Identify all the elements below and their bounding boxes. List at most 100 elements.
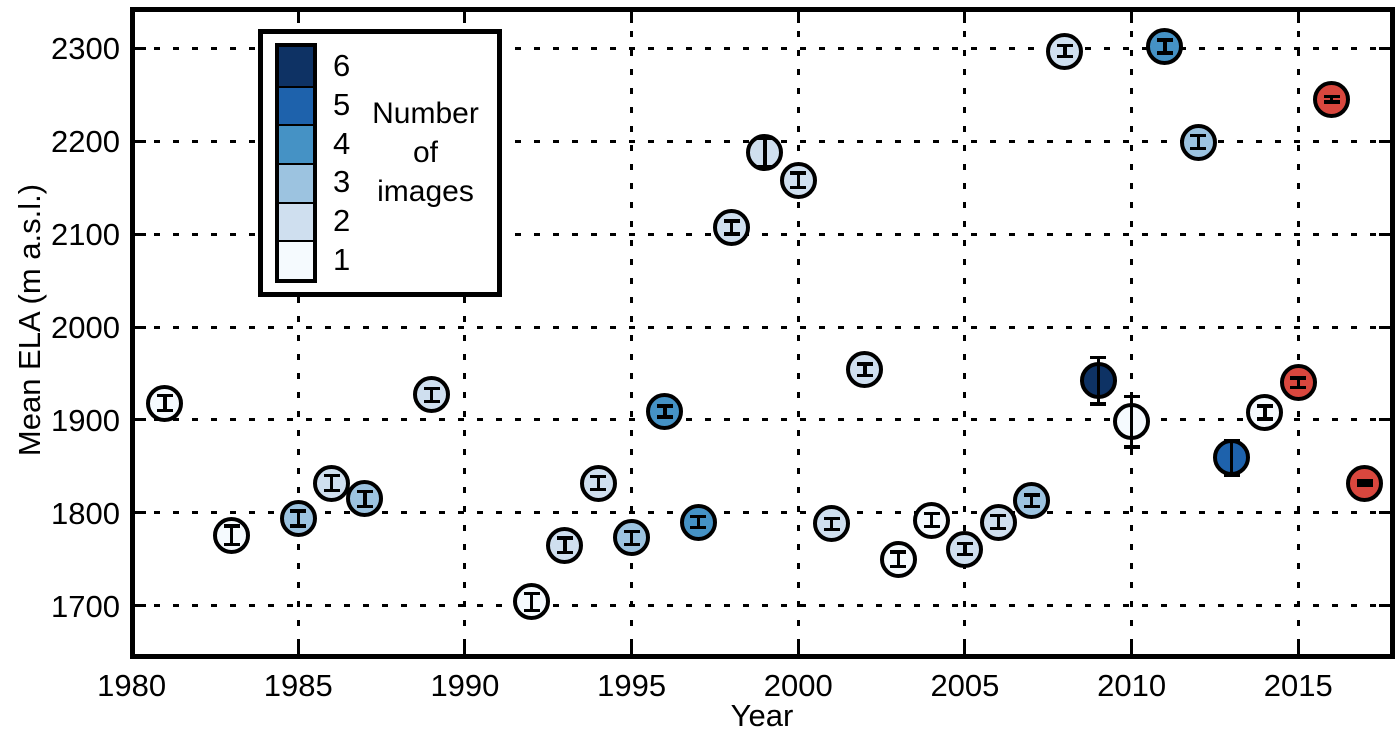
gridline-x-2010 xyxy=(1130,12,1134,654)
error-cap-high-2013 xyxy=(1223,438,1240,443)
plot-area xyxy=(130,7,1395,659)
right-tick-1700 xyxy=(1379,604,1390,608)
right-tick-2000 xyxy=(1379,325,1390,329)
error-cap-low-2010 xyxy=(1123,445,1140,449)
top-tick-2010 xyxy=(1130,12,1134,23)
x-tick-label-1995: 1995 xyxy=(597,668,667,703)
legend-number-2: 2 xyxy=(333,203,351,238)
data-point-2007 xyxy=(1013,482,1051,520)
gridline-y-2300 xyxy=(135,46,1390,50)
error-cap-low-1999 xyxy=(756,164,773,169)
data-point-1995 xyxy=(613,519,651,557)
data-point-1999 xyxy=(746,133,784,171)
y-tick-label-2100: 2100 xyxy=(51,217,120,253)
error-cap-low-1997 xyxy=(690,525,707,530)
error-cap-high-1981 xyxy=(156,393,173,398)
error-bar-1989 xyxy=(429,388,434,402)
x-tick-label-2005: 2005 xyxy=(930,668,1000,703)
gridline-y-1800 xyxy=(135,511,1390,515)
error-bar-2007 xyxy=(1029,495,1034,507)
marker-circle-1995 xyxy=(613,519,651,557)
left-tick-2000 xyxy=(135,325,146,329)
error-bar-1998 xyxy=(729,221,734,235)
error-bar-1985 xyxy=(296,510,300,526)
left-tick-1800 xyxy=(135,511,146,515)
data-point-2003 xyxy=(879,540,917,578)
error-bar-2004 xyxy=(929,513,934,527)
error-cap-high-1995 xyxy=(623,529,640,534)
y-tick-label-2300: 2300 xyxy=(51,31,120,67)
error-bar-1997 xyxy=(696,516,700,528)
legend-number-1: 1 xyxy=(333,241,351,277)
data-point-2015 xyxy=(1279,364,1317,402)
bottom-tick-1995 xyxy=(630,643,634,654)
error-cap-high-2011 xyxy=(1156,38,1173,42)
data-point-1994 xyxy=(579,464,617,502)
y-tick-label-2200: 2200 xyxy=(51,124,120,160)
data-point-2005 xyxy=(946,530,984,568)
bottom-tick-2005 xyxy=(963,643,967,654)
error-cap-low-2009 xyxy=(1090,402,1107,406)
gridline-y-1900 xyxy=(135,418,1390,422)
data-point-1986 xyxy=(313,464,351,502)
error-cap-high-1996 xyxy=(656,404,673,408)
x-axis-title: Year xyxy=(730,698,794,733)
legend-title-line-3: images xyxy=(377,175,474,208)
x-tick-label-1990: 1990 xyxy=(430,668,500,703)
error-cap-high-2008 xyxy=(1056,43,1073,48)
legend-title-line-2: of xyxy=(412,136,439,169)
error-cap-high-1998 xyxy=(723,219,740,223)
bottom-tick-2000 xyxy=(796,643,800,654)
marker-circle-1986 xyxy=(313,464,351,502)
error-cap-high-2004 xyxy=(923,511,940,516)
top-tick-2000 xyxy=(796,12,800,23)
error-cap-low-2004 xyxy=(923,524,940,529)
marker-circle-2001 xyxy=(813,505,851,543)
marker-circle-2002 xyxy=(846,351,884,389)
top-tick-2005 xyxy=(963,12,967,23)
error-bar-2014 xyxy=(1263,405,1267,419)
error-cap-high-2003 xyxy=(890,550,907,554)
gridline-x-2000 xyxy=(796,12,800,654)
error-cap-low-1983 xyxy=(223,542,240,547)
colorbar-segment-1 xyxy=(279,240,313,279)
marker-circle-2003 xyxy=(879,540,917,578)
gridline-y-1700 xyxy=(135,604,1390,608)
data-point-1997 xyxy=(679,503,717,541)
error-bar-1987 xyxy=(363,491,367,507)
data-point-1987 xyxy=(346,480,384,518)
error-cap-high-2016 xyxy=(1323,94,1340,99)
error-bar-2006 xyxy=(996,515,1000,529)
data-point-2010 xyxy=(1113,394,1151,449)
data-point-1992 xyxy=(513,583,551,621)
colorbar-segment-6 xyxy=(279,47,313,86)
error-cap-low-2005 xyxy=(956,552,973,557)
marker-circle-1994 xyxy=(579,464,617,502)
data-point-2012 xyxy=(1179,123,1217,161)
y-tick-label-1900: 1900 xyxy=(51,402,120,438)
right-tick-2300 xyxy=(1379,46,1390,50)
error-cap-high-1999 xyxy=(756,136,773,141)
error-cap-low-2001 xyxy=(823,527,840,532)
data-point-1996 xyxy=(646,393,684,431)
gridline-y-2000 xyxy=(135,325,1390,329)
error-bar-1996 xyxy=(663,405,667,418)
error-bar-1986 xyxy=(329,475,334,491)
data-point-2009 xyxy=(1079,355,1117,406)
data-point-2006 xyxy=(979,503,1017,541)
error-bar-2001 xyxy=(829,518,834,530)
left-tick-2100 xyxy=(135,232,146,236)
error-cap-low-2011 xyxy=(1156,51,1173,55)
x-tick-label-2010: 2010 xyxy=(1097,668,1167,703)
data-point-1998 xyxy=(713,209,751,247)
error-cap-low-1994 xyxy=(590,487,607,492)
error-bar-2009 xyxy=(1096,357,1100,405)
colorbar-segment-2 xyxy=(279,201,313,241)
error-cap-high-1992 xyxy=(523,591,540,596)
error-cap-high-1986 xyxy=(323,473,340,478)
error-cap-low-2002 xyxy=(856,373,873,378)
error-cap-high-1994 xyxy=(590,474,607,479)
error-cap-low-1981 xyxy=(156,408,173,413)
data-point-2011 xyxy=(1146,27,1184,65)
